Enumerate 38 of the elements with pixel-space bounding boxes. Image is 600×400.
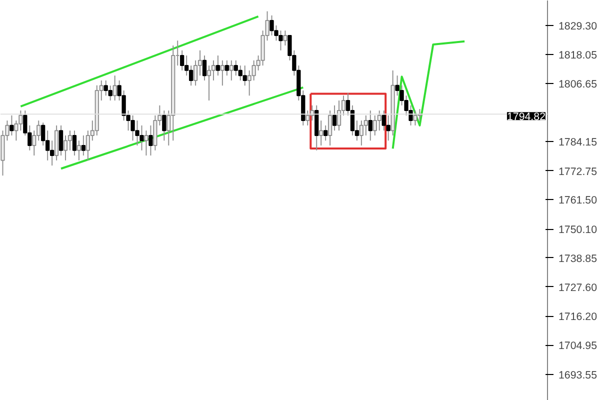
candlestick bbox=[283, 30, 288, 46]
candlestick bbox=[377, 110, 382, 132]
y-tick-label: 1784.15 bbox=[558, 136, 598, 149]
candlestick bbox=[72, 130, 77, 156]
ref-line-label: 1794.82 bbox=[506, 111, 546, 124]
y-tick-label: 1750.10 bbox=[558, 224, 598, 236]
y-tick-label: 1704.95 bbox=[558, 340, 598, 352]
y-tick-label: 1693.55 bbox=[558, 369, 598, 382]
candlestick bbox=[112, 75, 117, 101]
candlestick bbox=[81, 134, 86, 156]
candlestick bbox=[144, 130, 148, 156]
y-tick-label: 1716.20 bbox=[558, 311, 598, 324]
candlestick bbox=[336, 100, 342, 132]
candlestick bbox=[220, 60, 225, 86]
candlestick bbox=[188, 65, 194, 86]
candlestick bbox=[180, 50, 184, 71]
candlestick bbox=[76, 140, 82, 161]
candlestick bbox=[211, 60, 216, 81]
y-tick-label: 1761.50 bbox=[558, 194, 598, 207]
candlestick bbox=[58, 124, 64, 156]
candlestick bbox=[216, 55, 220, 76]
candlestick bbox=[319, 120, 324, 146]
candlestick bbox=[68, 130, 72, 151]
candlestick bbox=[328, 110, 332, 146]
y-tick-label: 1806.65 bbox=[558, 78, 598, 91]
candlestick bbox=[193, 60, 198, 86]
y-tick-label: 1738.85 bbox=[558, 252, 598, 265]
candlestick bbox=[229, 60, 234, 81]
y-tick-label: 1727.60 bbox=[558, 282, 598, 294]
candlestick bbox=[202, 55, 207, 81]
candlestick bbox=[306, 110, 310, 126]
line-series bbox=[392, 40, 466, 150]
y-tick-label: 1772.75 bbox=[558, 166, 598, 178]
y-tick-label: 1829.30 bbox=[558, 20, 598, 32]
candlestick bbox=[364, 114, 368, 136]
candlestick bbox=[206, 65, 212, 101]
candlestick bbox=[63, 134, 68, 161]
y-tick-label: 1818.05 bbox=[558, 49, 598, 62]
